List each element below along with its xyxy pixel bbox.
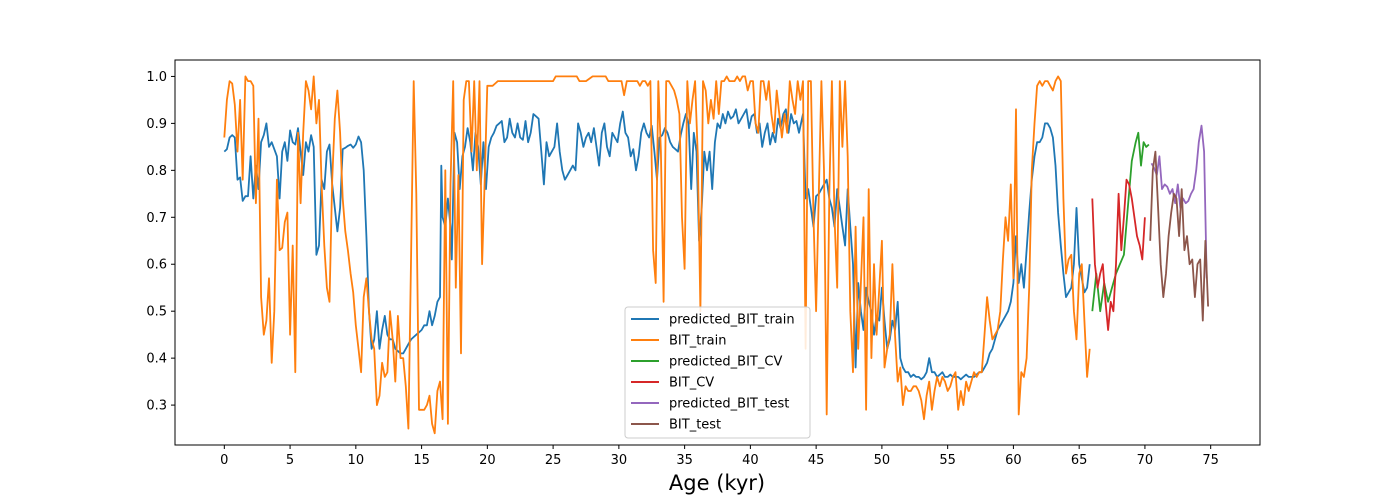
x-axis-label: Age (kyr)	[669, 471, 765, 495]
x-tick-label: 15	[413, 453, 430, 468]
legend-label-predicted-bit-train: predicted_BIT_train	[669, 313, 795, 328]
y-axis: 0.3 0.4 0.5 0.6 0.7 0.8 0.9 1.0	[146, 70, 175, 414]
x-tick-label: 65	[1071, 453, 1088, 468]
y-tick-label: 0.7	[146, 211, 167, 226]
legend-label-bit-test: BIT_test	[669, 418, 721, 433]
x-tick-label: 30	[611, 453, 628, 468]
x-tick-label: 40	[742, 453, 759, 468]
x-tick-label: 50	[874, 453, 891, 468]
x-tick-label: 75	[1202, 453, 1219, 468]
series-line-predicted-bit-test	[1150, 124, 1208, 279]
x-tick-label: 45	[808, 453, 825, 468]
y-tick-label: 1.0	[146, 70, 167, 85]
legend-frame	[624, 306, 811, 439]
y-tick-label: 0.5	[146, 305, 167, 320]
y-tick-label: 0.4	[146, 352, 167, 367]
x-tick-label: 35	[676, 453, 693, 468]
x-tick-label: 10	[348, 453, 365, 468]
legend-label-predicted-bit-cv: predicted_BIT_CV	[669, 355, 782, 370]
x-tick-label: 60	[1005, 453, 1022, 468]
plot-frame	[174, 59, 1261, 446]
x-tick-label: 55	[939, 453, 956, 468]
x-tick-label: 20	[479, 453, 496, 468]
legend-label-bit-cv: BIT_CV	[669, 376, 714, 391]
series-line-bit-test	[1149, 150, 1209, 322]
x-axis: 0 5 10 15 20 25 30 35 40 45 50 55 60 65 70 75	[220, 445, 1219, 468]
series-line-predicted-bit-cv	[1091, 131, 1150, 313]
series-line-bit-cv	[1091, 178, 1146, 331]
x-tick-label: 25	[545, 453, 562, 468]
series-line-bit-train	[223, 75, 1091, 435]
y-tick-label: 0.3	[146, 399, 167, 414]
y-tick-label: 0.8	[146, 164, 167, 179]
plot-lines	[223, 75, 1209, 435]
x-tick-label: 5	[286, 453, 294, 468]
legend: predicted_BIT_train BIT_train predicted_BI…	[624, 306, 811, 439]
legend-label-predicted-bit-test: predicted_BIT_test	[669, 397, 789, 412]
x-tick-label: 70	[1137, 453, 1154, 468]
y-tick-label: 0.9	[146, 117, 167, 132]
legend-label-bit-train: BIT_train	[669, 334, 726, 349]
y-tick-label: 0.6	[146, 258, 167, 273]
x-tick-label: 0	[220, 453, 228, 468]
